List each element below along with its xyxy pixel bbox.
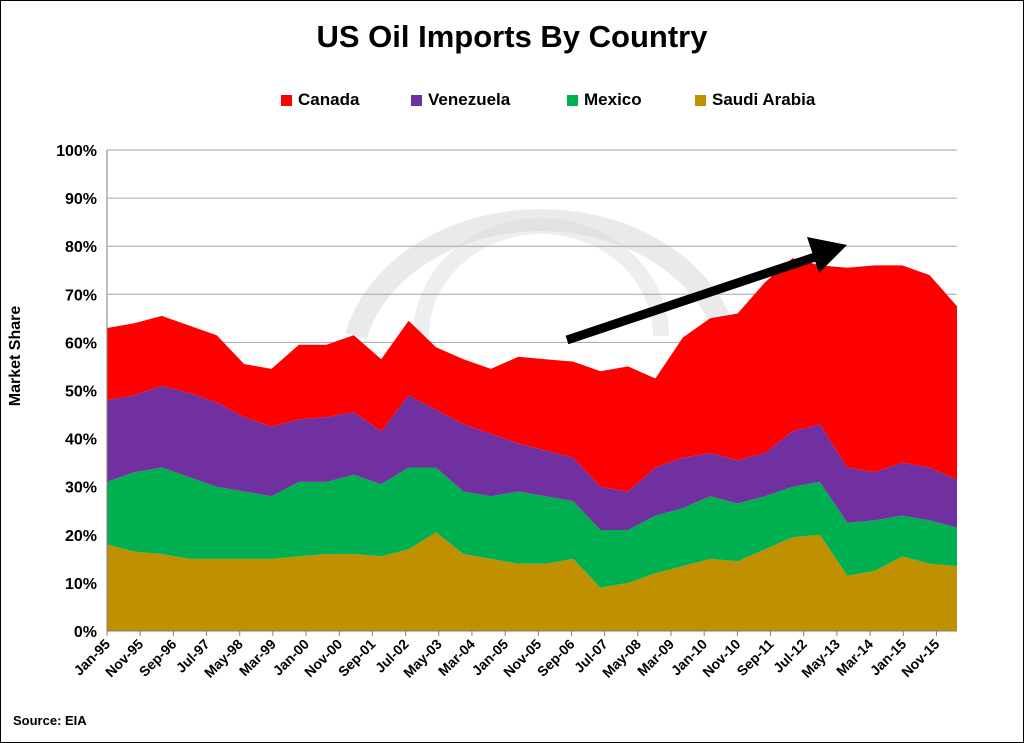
y-tick-label: 80%	[65, 239, 97, 256]
legend-swatch-venezuela	[411, 94, 422, 106]
x-tick-label: Nov-15	[898, 636, 942, 680]
y-tick-label: 30%	[65, 480, 97, 497]
x-tick-label: Sep-11	[733, 636, 776, 679]
y-tick-label: 100%	[56, 143, 97, 160]
trend-arrow	[565, 237, 847, 345]
area-canada	[107, 258, 957, 492]
x-tick-label: Mar-09	[634, 636, 677, 679]
y-tick-label: 40%	[65, 432, 97, 449]
y-tick-label: 90%	[65, 191, 97, 208]
legend-item-mexico: Mexico	[567, 90, 642, 110]
chart-title: US Oil Imports By Country	[316, 19, 708, 54]
x-tick-label: Sep-01	[335, 636, 379, 680]
x-tick-label: Sep-06	[534, 636, 578, 680]
legend-label-saudi-arabia: Saudi Arabia	[712, 90, 816, 109]
axes	[106, 150, 957, 632]
legend-item-canada: Canada	[281, 90, 359, 110]
legend-label-mexico: Mexico	[584, 90, 642, 109]
legend: Canada Venezuela Mexico Saudi Arabia	[1, 90, 1023, 112]
legend-swatch-saudi-arabia	[695, 94, 706, 106]
legend-item-saudi-arabia: Saudi Arabia	[695, 90, 815, 110]
y-tick-label: 20%	[65, 528, 97, 545]
legend-swatch-mexico	[567, 94, 578, 106]
x-tick-label: Mar-14	[833, 636, 876, 679]
x-tick-label: Nov-10	[699, 636, 743, 680]
area-venezuela	[107, 385, 957, 530]
x-tick-labels: Jan-95Nov-95Sep-96Jul-97May-98Mar-99Jan-…	[70, 631, 943, 681]
x-tick-label: Sep-96	[136, 636, 180, 680]
legend-label-canada: Canada	[298, 90, 360, 109]
watermark-logo	[345, 209, 737, 340]
y-tick-label: 0%	[74, 624, 97, 641]
y-tick-labels: 0% 10% 20% 30% 40% 50% 60% 70% 80% 90% 100%	[56, 143, 97, 641]
legend-swatch-canada	[281, 94, 292, 106]
y-tick-label: 70%	[65, 287, 97, 304]
area-mexico	[107, 467, 957, 588]
y-tick-label: 50%	[65, 384, 97, 401]
legend-item-venezuela: Venezuela	[411, 90, 510, 110]
y-tick-label: 60%	[65, 335, 97, 352]
source-note: Source: EIA	[13, 713, 87, 728]
stacked-areas	[107, 258, 957, 631]
legend-label-venezuela: Venezuela	[428, 90, 511, 109]
y-tick-label: 10%	[65, 576, 97, 593]
x-tick-label: Mar-04	[435, 636, 478, 679]
x-tick-label: Mar-99	[236, 636, 279, 679]
area-saudi-arabia	[107, 532, 957, 631]
